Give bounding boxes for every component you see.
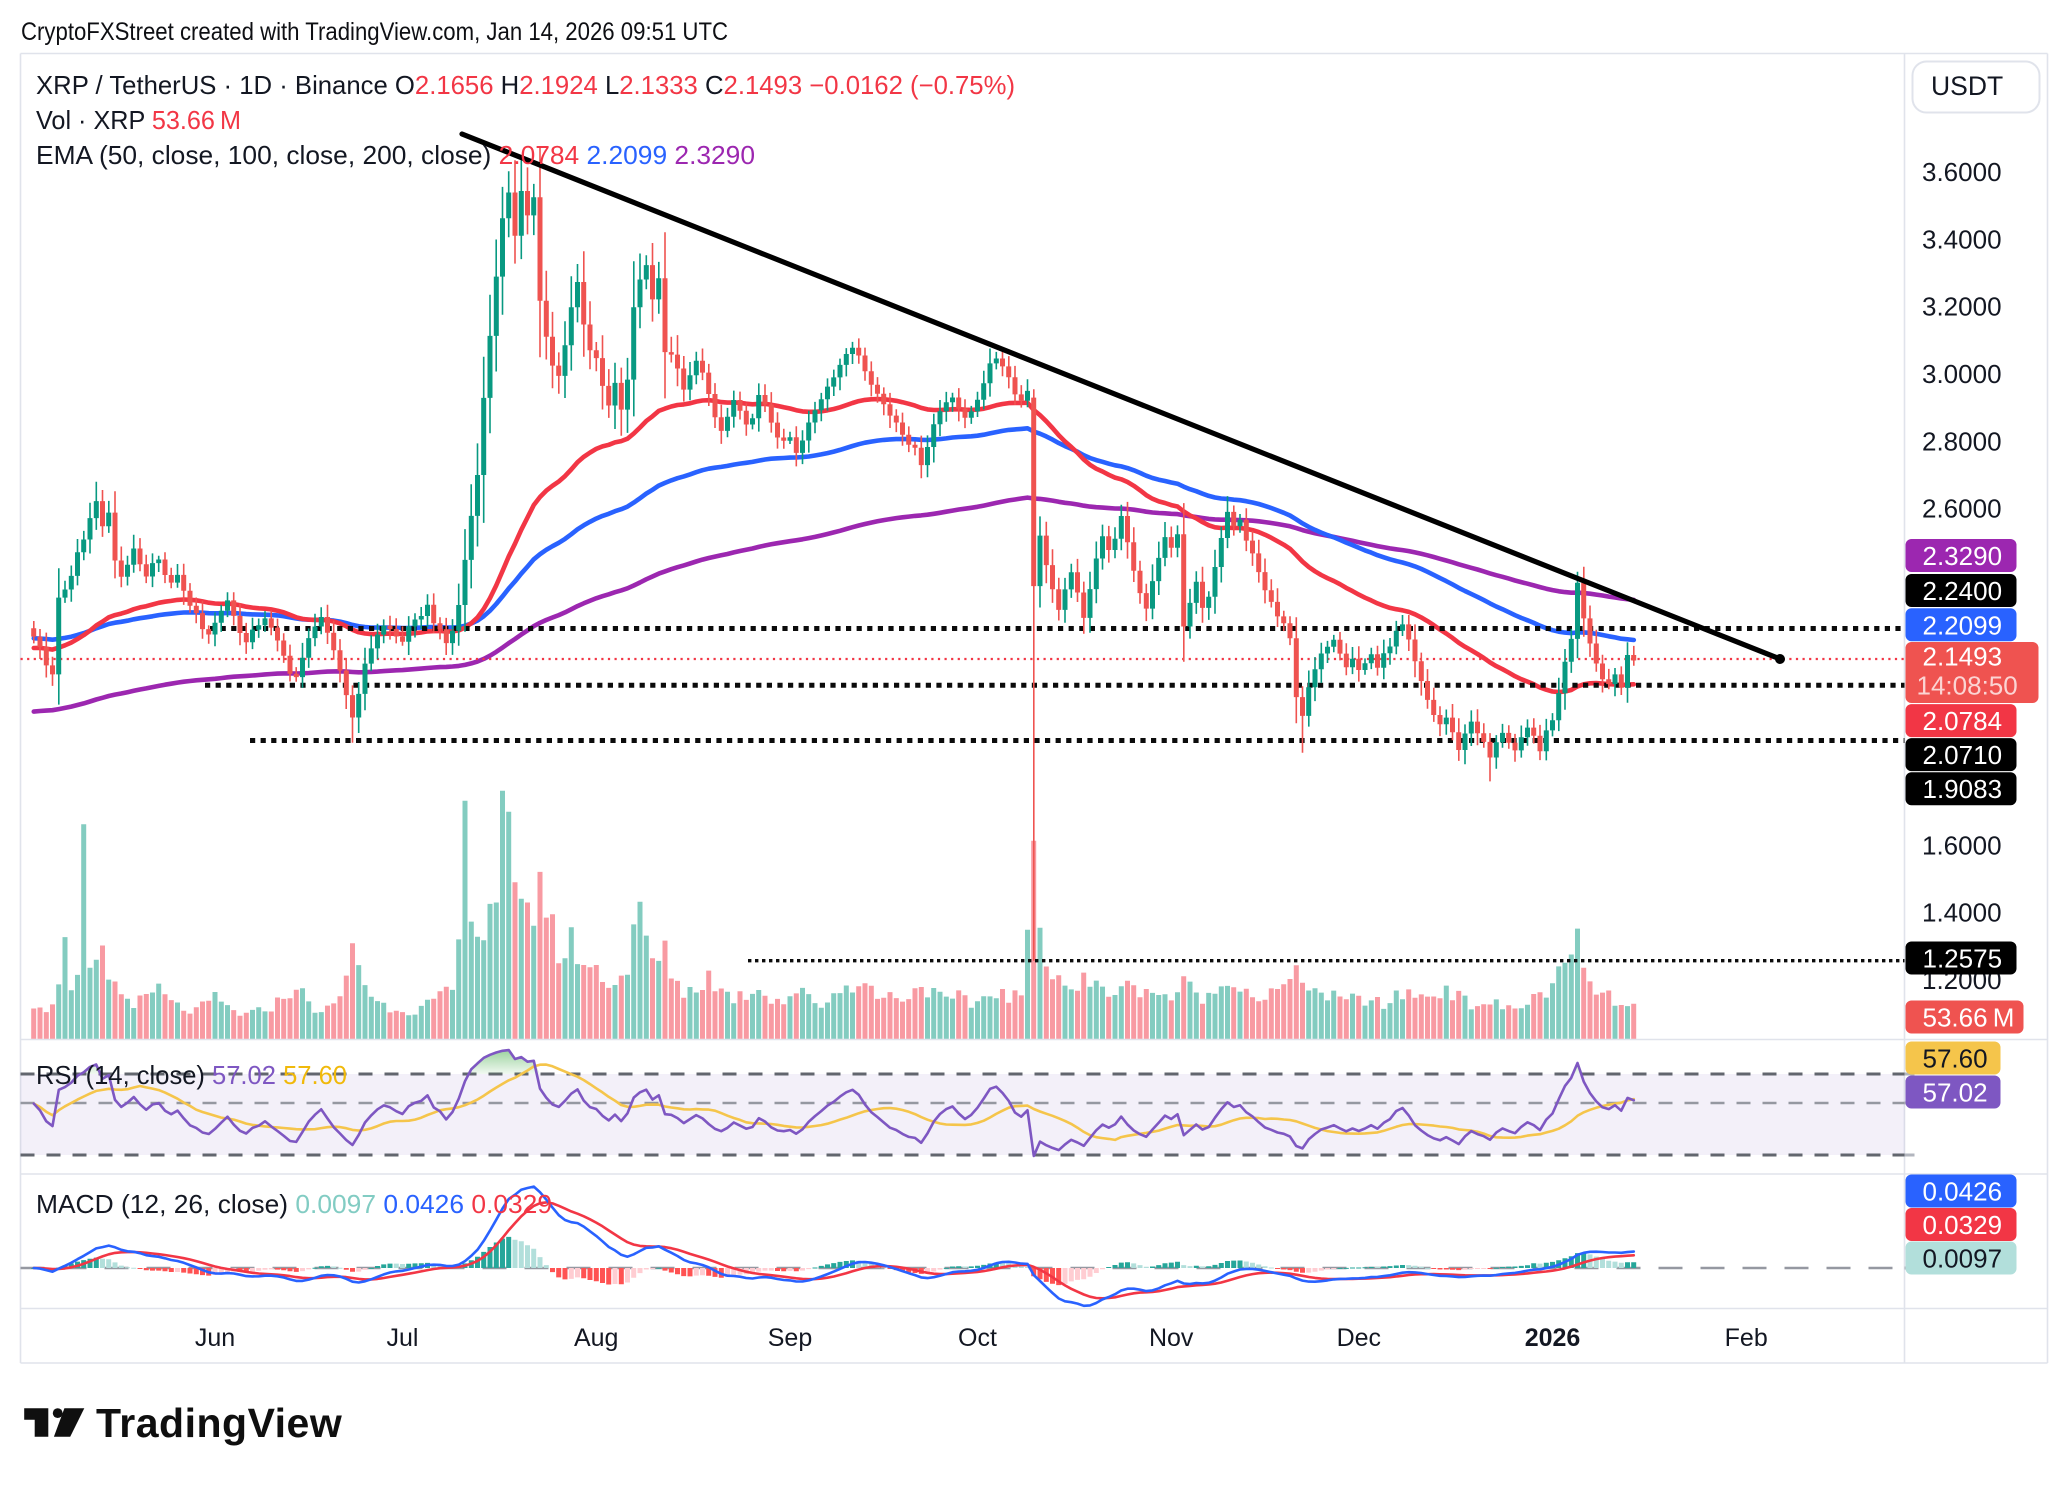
svg-text:2.1493: 2.1493 (1923, 642, 2003, 672)
svg-text:2026: 2026 (1525, 1324, 1581, 1352)
svg-text:1.6000: 1.6000 (1922, 830, 2002, 860)
svg-text:TradingView: TradingView (96, 1400, 342, 1446)
svg-text:2.0784: 2.0784 (1923, 706, 2003, 736)
svg-text:1.2575: 1.2575 (1923, 944, 2003, 974)
svg-text:Sep: Sep (768, 1324, 812, 1352)
svg-text:Nov: Nov (1149, 1324, 1194, 1352)
svg-text:3.6000: 3.6000 (1922, 157, 2002, 187)
svg-text:3.2000: 3.2000 (1922, 292, 2002, 322)
svg-text:USDT: USDT (1931, 71, 2003, 101)
svg-text:3.4000: 3.4000 (1922, 224, 2002, 254)
svg-text:Dec: Dec (1337, 1324, 1381, 1352)
svg-text:57.02: 57.02 (1923, 1078, 1988, 1108)
svg-text:0.0329: 0.0329 (1923, 1210, 2003, 1240)
svg-text:Aug: Aug (574, 1324, 618, 1352)
svg-text:CryptoFXStreet created with Tr: CryptoFXStreet created with TradingView.… (21, 18, 728, 46)
svg-text:2.0710: 2.0710 (1923, 740, 2003, 770)
svg-text:1.9083: 1.9083 (1923, 774, 2003, 804)
svg-text:2.2099: 2.2099 (1923, 610, 2003, 640)
svg-text:Vol · XRP 53.66 M: Vol · XRP 53.66 M (36, 105, 241, 135)
svg-text:EMA (50, close, 100, close, 20: EMA (50, close, 100, close, 200, close) … (36, 140, 755, 170)
svg-text:RSI (14, close) 57.02 57.60: RSI (14, close) 57.02 57.60 (36, 1060, 347, 1090)
svg-text:XRP / TetherUS · 1D · Binance: XRP / TetherUS · 1D · Binance O2.1656 H2… (36, 70, 1015, 100)
svg-text:2.2400: 2.2400 (1923, 576, 2003, 606)
svg-text:1.4000: 1.4000 (1922, 898, 2002, 928)
svg-text:Feb: Feb (1725, 1324, 1768, 1352)
svg-text:MACD (12, 26, close) 0.0097: MACD (12, 26, close) 0.0097 0.0426 0.032… (36, 1189, 552, 1219)
svg-text:0.0097: 0.0097 (1923, 1244, 2003, 1274)
svg-text:0.0426: 0.0426 (1923, 1177, 2003, 1207)
svg-text:2.6000: 2.6000 (1922, 494, 2002, 524)
svg-text:2.8000: 2.8000 (1922, 426, 2002, 456)
svg-text:53.66 M: 53.66 M (1923, 1003, 2015, 1033)
svg-text:Oct: Oct (958, 1324, 997, 1352)
svg-text:57.60: 57.60 (1923, 1044, 1988, 1074)
svg-text:14:08:50: 14:08:50 (1917, 671, 2018, 701)
svg-text:Jun: Jun (195, 1324, 235, 1352)
svg-text:Jul: Jul (387, 1324, 419, 1352)
svg-text:2.3290: 2.3290 (1923, 541, 2003, 571)
svg-text:3.0000: 3.0000 (1922, 359, 2002, 389)
